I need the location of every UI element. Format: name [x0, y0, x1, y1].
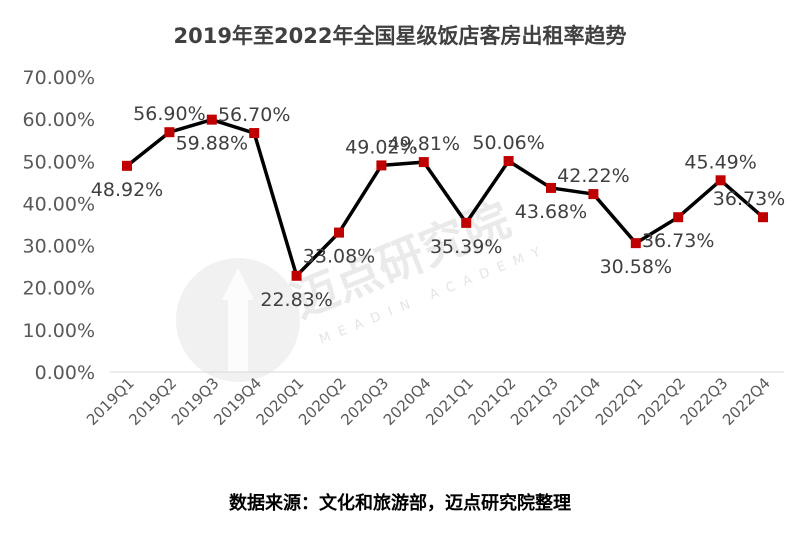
- y-tick-label: 40.00%: [23, 193, 95, 215]
- data-point: [334, 227, 344, 238]
- data-point: [376, 160, 387, 171]
- watermark: 迈点研究院 MEADIN ACADEMY: [176, 192, 551, 382]
- data-label: 49.02%: [345, 136, 417, 158]
- data-point: [673, 212, 684, 223]
- y-tick-label: 20.00%: [23, 278, 95, 300]
- y-tick-label: 50.00%: [23, 151, 95, 173]
- data-point: [164, 127, 175, 138]
- data-point: [418, 157, 429, 168]
- data-point: [122, 160, 132, 171]
- data-label: 35.39%: [430, 236, 502, 258]
- series-line: [125, 117, 765, 278]
- y-axis: 0.00% 10.00% 20.00% 30.00% 40.00% 50.00% 60.00…: [23, 67, 95, 384]
- data-point: [503, 156, 514, 167]
- x-tick-label: 2022Q4: [719, 374, 774, 429]
- data-point: [546, 182, 556, 193]
- y-tick-label: 0.00%: [35, 362, 95, 384]
- data-label: 36.73%: [642, 230, 714, 252]
- data-label: 36.73%: [713, 188, 785, 210]
- data-labels: 48.92% 56.90% 59.88% 56.70% 22.83% 33.08% 49.0…: [91, 103, 785, 311]
- data-label: 42.22%: [557, 165, 629, 187]
- y-tick-label: 10.00%: [23, 320, 95, 342]
- data-point: [249, 128, 260, 139]
- data-markers: [122, 114, 768, 281]
- y-tick-label: 70.00%: [23, 67, 95, 89]
- y-tick-label: 30.00%: [23, 236, 95, 258]
- data-label: 59.88%: [176, 133, 248, 155]
- data-point: [630, 238, 641, 249]
- data-label: 30.58%: [600, 256, 672, 278]
- data-point: [461, 217, 472, 228]
- data-label: 43.68%: [515, 201, 587, 223]
- data-point: [206, 114, 217, 125]
- y-tick-label: 60.00%: [23, 109, 95, 131]
- data-label: 22.83%: [260, 289, 332, 311]
- chart-title: 2019年至2022年全国星级饭店客房出租率趋势: [174, 24, 627, 48]
- data-label: 45.49%: [684, 151, 756, 173]
- data-label: 56.70%: [218, 104, 290, 126]
- data-label: 56.90%: [133, 103, 205, 125]
- data-label: 49.81%: [388, 133, 460, 155]
- data-point: [715, 175, 726, 186]
- data-point: [588, 189, 599, 200]
- data-label: 48.92%: [91, 179, 163, 201]
- data-label: 50.06%: [472, 132, 544, 154]
- x-axis: 2019Q12019Q22019Q32019Q42020Q12020Q22020…: [83, 374, 774, 429]
- source-note: 数据来源：文化和旅游部，迈点研究院整理: [229, 492, 571, 514]
- data-label: 33.08%: [303, 246, 375, 268]
- data-point: [291, 270, 302, 281]
- data-point: [758, 212, 768, 223]
